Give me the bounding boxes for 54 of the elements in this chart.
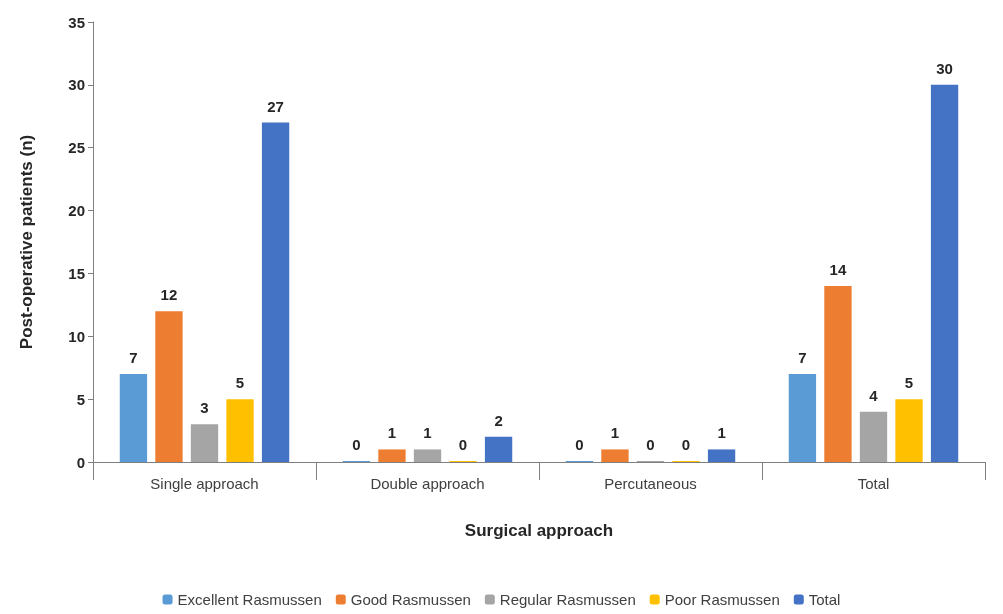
x-axis-title: Surgical approach [464, 521, 614, 540]
data-label: 1 [717, 424, 726, 442]
data-label: 0 [646, 436, 655, 453]
data-label: 12 [160, 286, 178, 304]
bar [930, 84, 959, 462]
y-tick-label: 30 [68, 76, 85, 94]
bar [155, 311, 183, 462]
bar [484, 436, 513, 462]
data-label: 1 [387, 424, 397, 442]
data-label: 0 [458, 436, 468, 453]
data-label: 2 [494, 411, 503, 429]
bar [824, 286, 852, 462]
bar [261, 122, 290, 462]
legend-label: Regular Rasmussen [499, 591, 636, 608]
bar [788, 374, 817, 462]
y-axis-title: Post-operative patients (n) [17, 134, 36, 350]
legend-label: Poor Rasmussen [664, 591, 780, 608]
data-label: 3 [200, 399, 209, 417]
data-label: 0 [352, 436, 361, 453]
data-label: 5 [235, 374, 245, 392]
data-label: 1 [610, 424, 620, 442]
x-tick-label: Percutaneous [604, 475, 697, 492]
y-tick-label: 15 [68, 264, 85, 282]
bar [895, 399, 923, 462]
data-label: 30 [936, 59, 953, 77]
bar [707, 449, 736, 462]
x-tick-label: Single approach [150, 475, 259, 492]
y-tick-label: 5 [76, 390, 85, 408]
legend-label: Total [808, 591, 841, 608]
x-tick-label: Double approach [370, 475, 485, 492]
y-tick-label: 0 [76, 453, 85, 471]
bar [859, 411, 888, 462]
data-label: 1 [423, 424, 432, 442]
bar [226, 399, 254, 462]
bar [119, 374, 148, 462]
y-tick-label: 20 [68, 202, 85, 220]
data-label: 7 [798, 349, 807, 366]
y-tick-label: 35 [68, 13, 85, 31]
data-label: 5 [904, 374, 914, 392]
data-label: 7 [129, 349, 138, 366]
bar [378, 449, 406, 462]
legend-label: Good Rasmussen [350, 591, 471, 608]
data-label: 27 [267, 97, 284, 115]
y-tick-label: 10 [68, 327, 85, 345]
data-label: 0 [681, 436, 691, 453]
x-tick-label: Total [857, 475, 890, 492]
bar [601, 449, 629, 462]
legend-label: Excellent Rasmussen [177, 591, 322, 608]
data-label: 4 [869, 386, 879, 404]
bar [190, 424, 219, 462]
bar [413, 449, 442, 462]
data-label: 14 [829, 261, 847, 278]
y-tick-label: 25 [68, 139, 85, 157]
data-label: 0 [575, 436, 584, 453]
